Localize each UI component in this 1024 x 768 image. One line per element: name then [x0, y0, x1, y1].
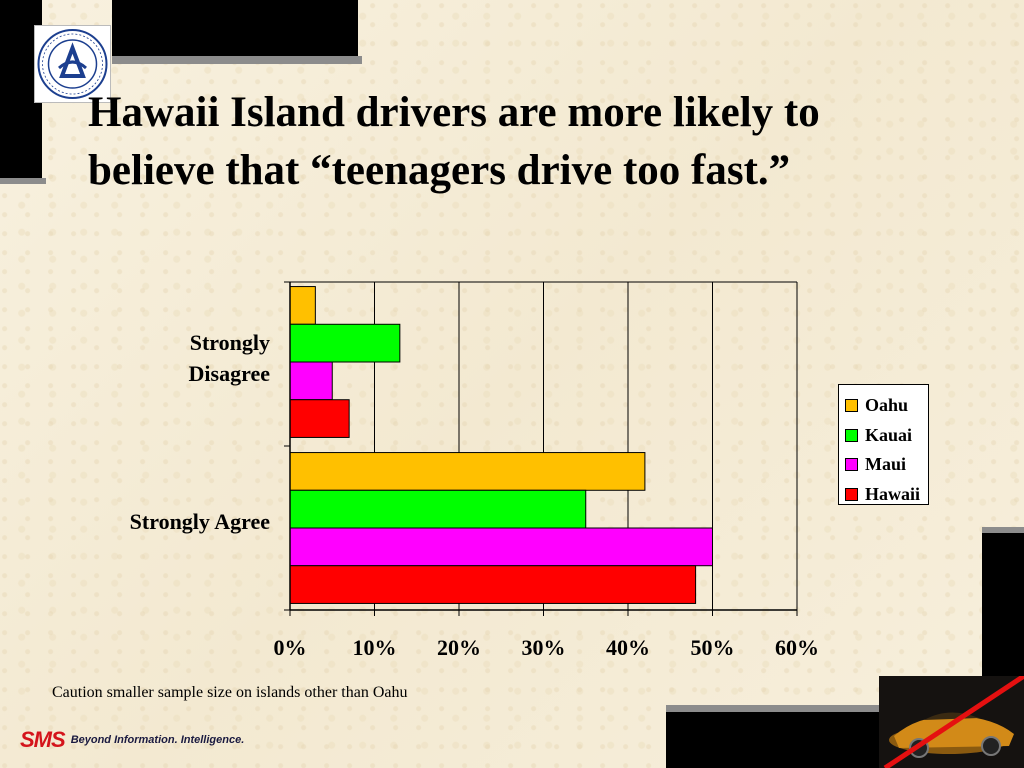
- legend-item-maui: Maui: [845, 450, 928, 480]
- right-bar-shadow: [982, 527, 1024, 534]
- footer-logo: SMS Beyond Information. Intelligence.: [20, 727, 244, 753]
- bar-hawaii: [289, 565, 697, 604]
- top-bar-shadow: [112, 56, 362, 64]
- x-tick-label: 0%: [274, 635, 307, 660]
- no-speeding-car-photo-icon: [879, 676, 1024, 768]
- sms-brand-mark: SMS: [20, 727, 66, 752]
- x-tick-label: 60%: [775, 635, 819, 660]
- department-seal-icon: [34, 25, 111, 103]
- bar-kauai: [289, 323, 401, 363]
- chart-legend: Oahu Kauai Maui Hawaii: [838, 384, 929, 505]
- bar-maui: [289, 361, 333, 401]
- caption-note: Caution smaller sample size on islands o…: [52, 684, 408, 701]
- legend-label: Kauai: [865, 424, 913, 445]
- category-label: Strongly Disagree: [189, 330, 271, 386]
- bottom-black-bar: [666, 712, 879, 768]
- x-tick-label: 30%: [522, 635, 566, 660]
- bar-oahu: [289, 286, 316, 325]
- bottom-bar-shadow: [666, 705, 879, 713]
- legend-swatch: [845, 428, 858, 442]
- legend-swatch: [845, 399, 858, 413]
- bar-maui: [289, 527, 713, 567]
- slide-title: Hawaii Island drivers are more likely to…: [88, 89, 820, 194]
- bar-hawaii: [289, 399, 350, 438]
- left-bar-shadow: [0, 178, 46, 184]
- legend-item-kauai: Kauai: [845, 421, 928, 451]
- x-tick-label: 50%: [691, 635, 735, 660]
- legend-label: Maui: [865, 454, 907, 475]
- brand-tagline: Beyond Information. Intelligence.: [70, 734, 245, 746]
- top-black-bar: [112, 0, 358, 56]
- legend-item-oahu: Oahu: [845, 391, 928, 421]
- legend-label: Oahu: [865, 395, 909, 416]
- legend-swatch: [845, 487, 858, 501]
- legend-swatch: [845, 458, 858, 472]
- x-tick-label: 20%: [437, 635, 481, 660]
- category-label: Strongly Agree: [130, 509, 271, 534]
- x-tick-label: 40%: [606, 635, 650, 660]
- right-black-bar: [982, 533, 1024, 676]
- legend-label: Hawaii: [865, 483, 921, 504]
- bar-oahu: [289, 452, 646, 491]
- x-tick-label: 10%: [353, 635, 397, 660]
- bar-kauai: [289, 489, 587, 529]
- legend-item-hawaii: Hawaii: [845, 480, 928, 510]
